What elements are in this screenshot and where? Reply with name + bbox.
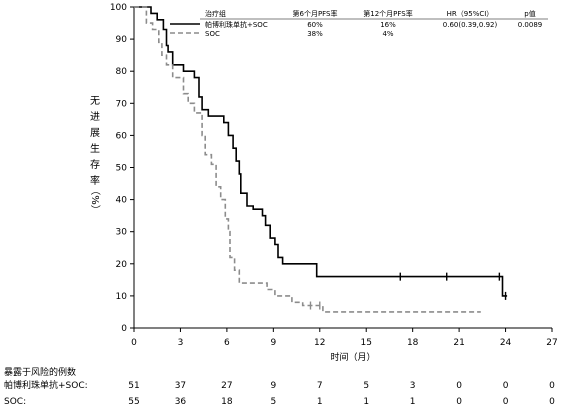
legend-pfs6: 60% bbox=[307, 21, 323, 29]
x-tick-label: 12 bbox=[314, 338, 325, 348]
risk-count: 55 bbox=[128, 397, 139, 407]
legend-pfs12: 4% bbox=[382, 30, 393, 38]
risk-count: 7 bbox=[317, 381, 323, 391]
legend-header: 第12个月PFS率 bbox=[363, 9, 412, 18]
legend-header: 第6个月PFS率 bbox=[292, 9, 337, 18]
risk-count: 0 bbox=[456, 397, 462, 407]
y-tick-label: 60 bbox=[116, 131, 128, 141]
risk-count: 3 bbox=[410, 381, 416, 391]
y-tick-label: 70 bbox=[116, 99, 128, 109]
risk-count: 1 bbox=[410, 397, 416, 407]
y-axis-title-char: 率 bbox=[90, 174, 100, 187]
risk-count: 1 bbox=[317, 397, 323, 407]
risk-count: 37 bbox=[175, 381, 186, 391]
y-axis-title-char: 展 bbox=[90, 127, 100, 139]
x-tick-label: 0 bbox=[131, 338, 137, 348]
survival-curves bbox=[134, 6, 508, 313]
x-tick-label: 9 bbox=[270, 338, 276, 348]
y-tick-label: 20 bbox=[116, 260, 128, 270]
km-curve-series-1 bbox=[134, 6, 508, 297]
legend-pfs12: 16% bbox=[380, 21, 396, 29]
legend-name: SOC bbox=[205, 30, 220, 38]
risk-count: 0 bbox=[503, 381, 509, 391]
km-curve-series-2 bbox=[134, 6, 481, 313]
y-axis-title-char: 进 bbox=[90, 111, 100, 123]
y-tick-label: 0 bbox=[121, 324, 127, 334]
legend-header: p值 bbox=[524, 9, 535, 18]
x-tick-label: 15 bbox=[360, 338, 371, 348]
risk-count: 51 bbox=[128, 381, 139, 391]
y-tick-label: 10 bbox=[116, 292, 128, 302]
y-tick-label: 40 bbox=[116, 196, 128, 206]
risk-count: 9 bbox=[270, 381, 276, 391]
risk-count: 36 bbox=[175, 397, 187, 407]
risk-table-title: 暴露于风险的例数 bbox=[4, 366, 76, 378]
legend-p: 0.0089 bbox=[518, 21, 543, 29]
risk-count: 5 bbox=[363, 381, 369, 391]
risk-row-label: SOC: bbox=[4, 397, 26, 407]
risk-count: 0 bbox=[456, 381, 462, 391]
legend-pfs6: 38% bbox=[307, 30, 323, 38]
risk-count: 5 bbox=[270, 397, 276, 407]
y-tick-label: 50 bbox=[116, 164, 128, 174]
x-tick-label: 24 bbox=[500, 338, 512, 348]
y-axis-title-char: 无 bbox=[90, 96, 100, 107]
x-tick-label: 18 bbox=[407, 338, 419, 348]
y-tick-label: 30 bbox=[116, 228, 128, 238]
legend-hr: 0.60(0.39,0.92) bbox=[443, 21, 498, 29]
risk-row-label: 帕博利珠单抗+SOC: bbox=[4, 379, 88, 391]
risk-count: 27 bbox=[221, 381, 232, 391]
x-tick-label: 21 bbox=[453, 338, 464, 348]
x-tick-label: 27 bbox=[546, 338, 557, 348]
x-tick-label: 3 bbox=[178, 338, 184, 348]
legend-header: 治疗组 bbox=[205, 9, 226, 18]
y-tick-label: 80 bbox=[116, 67, 128, 77]
y-tick-label: 100 bbox=[110, 3, 127, 13]
x-tick-label: 6 bbox=[224, 338, 230, 348]
y-tick-label: 90 bbox=[116, 35, 128, 45]
legend-name: 帕博利珠单抗+SOC bbox=[205, 20, 268, 29]
axes: 0 10 20 30 40 50 60 70 80 90 100 0 3 6 9 12 15 18 21 24 27 时间… bbox=[89, 3, 558, 363]
risk-count: 1 bbox=[363, 397, 369, 407]
y-axis-title-char: 存 bbox=[90, 158, 100, 171]
legend: 治疗组 第6个月PFS率 第12个月PFS率 HR（95%CI） p值帕博利珠单抗+SO… bbox=[170, 9, 548, 38]
y-axis-title-char: 生 bbox=[90, 142, 100, 155]
risk-count: 0 bbox=[549, 381, 555, 391]
risk-count: 0 bbox=[503, 397, 509, 407]
x-axis-title: 时间（月） bbox=[330, 351, 375, 363]
risk-count: 18 bbox=[221, 397, 233, 407]
risk-count: 0 bbox=[549, 397, 555, 407]
legend-header: HR（95%CI） bbox=[447, 10, 494, 18]
y-axis-title-unit: （%） bbox=[89, 185, 101, 215]
